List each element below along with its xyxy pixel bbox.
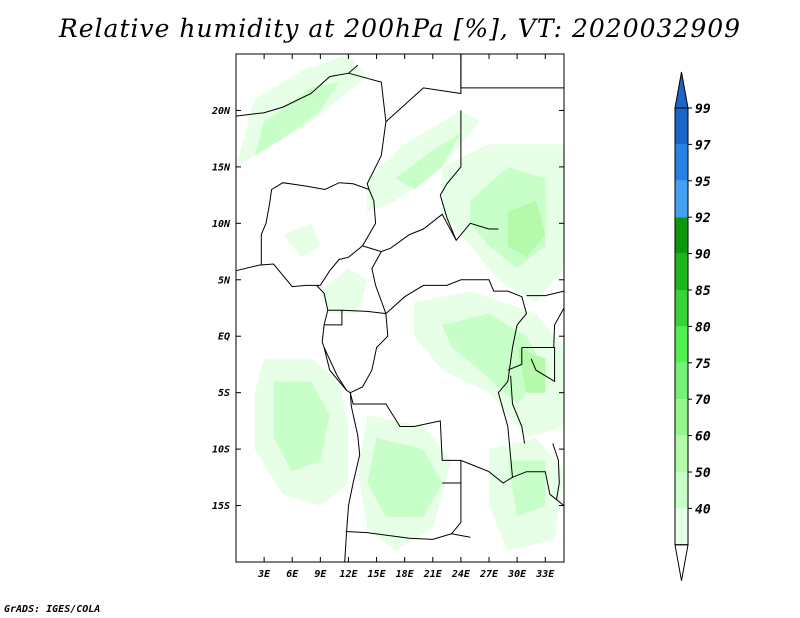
humidity-region-16 (320, 268, 368, 314)
lon-tick-label: 30E (507, 569, 527, 580)
colorbar-label-60: 60 (695, 430, 711, 445)
lon-tick-label: 27E (479, 569, 499, 580)
country-border-20 (460, 54, 480, 89)
lat-tick-label: 15S (212, 501, 230, 512)
humidity-region-13 (367, 437, 443, 517)
colorbar-swatch-75 (675, 362, 688, 400)
country-border-11 (323, 347, 347, 391)
lat-tick-label: 15N (212, 162, 231, 173)
country-border-22 (530, 347, 556, 383)
colorbar-bottom-arrow (674, 544, 689, 581)
lat-tick-label: EQ (218, 332, 230, 343)
map-frame (235, 53, 565, 563)
colorbar-label-85: 85 (695, 284, 711, 299)
colorbar-label-40: 40 (695, 502, 711, 517)
colorbar-swatch-97 (675, 144, 688, 181)
humidity-region-3 (395, 133, 461, 190)
country-border-8 (375, 279, 528, 326)
colorbar-label-80: 80 (695, 320, 711, 335)
country-border-5 (316, 189, 377, 286)
country-border-13 (345, 531, 471, 540)
grads-credit: GrADS: IGES/COLA (4, 604, 101, 615)
colorbar-label-50: 50 (695, 466, 711, 481)
colorbar-top-arrow (674, 71, 689, 109)
lon-tick-label: 12E (339, 569, 358, 580)
humidity-region-1 (254, 82, 340, 156)
country-border-21 (526, 290, 565, 297)
colorbar-label-95: 95 (695, 175, 711, 190)
lon-tick-label: 15E (368, 569, 387, 580)
country-border-10 (341, 309, 389, 394)
colorbar-swatch-95 (675, 180, 688, 218)
humidity-region-9 (517, 347, 546, 393)
colorbar-swatch-99 (675, 108, 688, 145)
country-border-4 (260, 182, 370, 266)
colorbar-swatch-50 (675, 472, 688, 509)
colorbar-label-75: 75 (695, 357, 711, 372)
colorbar-swatch-70 (675, 399, 688, 436)
page-title: Relative humidity at 200hPa [%], VT: 202… (58, 14, 742, 43)
humidity-region-6 (507, 200, 546, 258)
colorbar-label-70: 70 (695, 393, 711, 408)
colorbar: 99 97 95 92 90 85 80 75 70 60 50 40 (674, 71, 711, 581)
lon-tick-label: 21E (423, 569, 443, 580)
lat-tick-label: 10N (212, 219, 231, 230)
country-border-12 (349, 324, 518, 484)
country-border-1 (348, 72, 387, 190)
country-border-16 (507, 347, 523, 371)
colorbar-swatch-92 (675, 217, 688, 254)
lon-tick-label: 3E (257, 569, 271, 580)
lon-tick-label: 6E (286, 569, 299, 580)
country-border-14 (442, 482, 462, 535)
colorbar-swatch-60 (675, 435, 688, 472)
lon-tick-label: 33E (535, 569, 555, 580)
humidity-region-11 (273, 381, 330, 472)
country-border-2 (385, 54, 462, 123)
country-border-24 (552, 443, 560, 500)
humidity-region-17 (282, 223, 321, 258)
lat-tick-label: 10S (212, 445, 230, 456)
colorbar-swatch-85 (675, 290, 688, 327)
lon-tick-label: 24E (451, 569, 471, 580)
country-border-23 (510, 375, 526, 444)
lat-tick-label: 5S (218, 388, 230, 399)
colorbar-swatch-90 (675, 253, 688, 290)
colorbar-label-97: 97 (695, 138, 711, 153)
colorbar-label-99: 99 (695, 102, 711, 117)
country-border-6 (362, 213, 457, 253)
coastline (235, 263, 361, 563)
lon-tick-label: 9E (314, 569, 327, 580)
colorbar-label-92: 92 (695, 211, 711, 226)
colorbar-label-90: 90 (695, 248, 711, 263)
humidity-region-15 (507, 460, 546, 517)
country-border-7 (371, 251, 382, 286)
country-border-3 (439, 110, 499, 242)
lat-tick-label: 20N (211, 106, 231, 117)
country-border-9 (324, 309, 343, 326)
humidity-region-8 (442, 313, 546, 404)
colorbar-swatch-80 (675, 326, 688, 363)
colorbar-swatch-40 (675, 508, 688, 545)
axis-ticks: 20N 15N 10N 5N EQ 5S 10S 15S 3E 6E 9E 12E 15E 18E 21E 2… (211, 54, 564, 580)
country-borders (235, 54, 565, 563)
lon-tick-label: 18E (396, 569, 415, 580)
lat-tick-label: 5N (218, 275, 231, 286)
humidity-fill-layer (236, 54, 564, 551)
country-border-18 (512, 471, 565, 506)
